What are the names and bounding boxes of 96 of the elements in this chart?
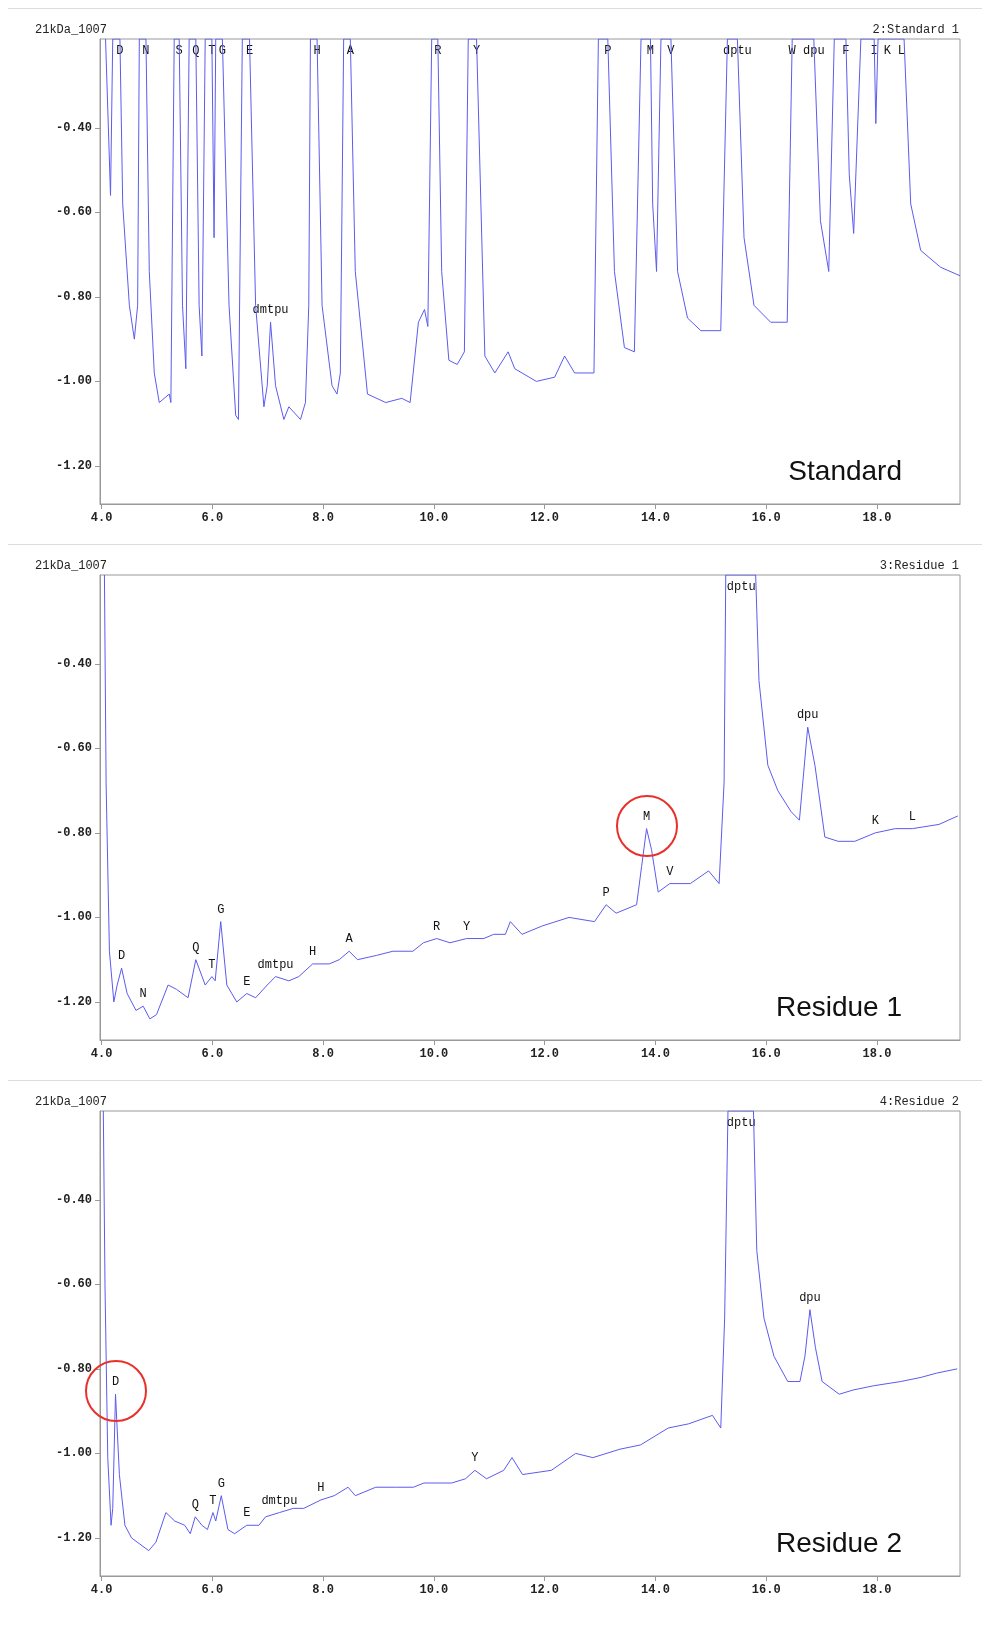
chart-title: 21kDa_1007 [35, 1095, 108, 1109]
x-tick-label: 12.0 [530, 1047, 560, 1061]
annotation: Y [471, 1451, 479, 1466]
x-tick-label: 12.0 [530, 1583, 560, 1597]
x-tick-label: 16.0 [751, 1583, 781, 1597]
line-series [103, 574, 959, 1020]
chart-title: 21kDa_1007 [35, 559, 108, 573]
x-tick-label: 4.0 [90, 511, 113, 525]
y-tick-label: -0.40 [55, 1192, 92, 1207]
annotation: H [309, 944, 317, 959]
annotation: R [433, 919, 441, 934]
annotation: M [642, 809, 651, 824]
annotation: P [602, 885, 610, 900]
x-tick-label: 18.0 [862, 1047, 892, 1061]
y-tick-label: -1.20 [55, 458, 92, 473]
annotation: K [883, 44, 892, 58]
annotation: W [788, 44, 797, 58]
chart-subtitle: 3:Residue 1 [879, 559, 960, 573]
x-tick-label: 18.0 [862, 511, 892, 525]
y-tick-label: -0.80 [55, 1361, 92, 1376]
annotation: dptu [722, 44, 752, 58]
annotation: Residue 2 [775, 1526, 903, 1558]
x-tick-label: 14.0 [641, 1583, 670, 1597]
y-tick-label: -1.20 [55, 994, 92, 1009]
y-tick-label: -1.20 [55, 1530, 92, 1545]
annotation: D [116, 44, 124, 58]
annotation: A [345, 932, 354, 947]
x-tick-label: 8.0 [312, 511, 334, 525]
annotation: N [142, 44, 150, 58]
x-tick-label: 6.0 [201, 1583, 224, 1597]
chart-subtitle: 4:Residue 2 [879, 1095, 960, 1109]
x-tick-label: 16.0 [751, 511, 781, 525]
x-tick-label: 8.0 [312, 1583, 334, 1597]
annotation: E [245, 44, 254, 58]
x-tick-label: 12.0 [530, 511, 560, 525]
x-tick-label: 16.0 [751, 1047, 781, 1061]
x-tick-label: 4.0 [90, 1583, 113, 1597]
y-tick-label: -0.40 [55, 120, 92, 135]
annotation: V [667, 44, 676, 58]
annotation: dpu [796, 708, 819, 723]
annotation: G [217, 902, 225, 917]
annotation: dpu [803, 44, 825, 58]
x-tick-label: 6.0 [201, 1047, 224, 1061]
annotation: V [666, 864, 675, 879]
x-tick-label: 6.0 [201, 511, 224, 525]
line-series [102, 1110, 958, 1552]
x-tick-label: 14.0 [641, 1047, 670, 1061]
annotation: D [118, 949, 126, 964]
annotation: E [243, 1506, 251, 1521]
annotation: H [317, 1480, 325, 1495]
y-tick-label: -0.60 [55, 1277, 92, 1292]
x-tick-label: 10.0 [419, 1047, 449, 1061]
annotation: Standard [788, 454, 902, 486]
annotation: T [208, 44, 216, 58]
annotation: K [871, 813, 880, 828]
annotation: N [139, 987, 147, 1002]
y-tick-label: -0.60 [55, 205, 92, 220]
annotation: Q [191, 1497, 199, 1512]
x-tick-label: 14.0 [641, 511, 670, 525]
x-tick-label: 4.0 [90, 1047, 113, 1061]
y-tick-label: -1.00 [55, 910, 92, 925]
y-tick-label: -0.60 [55, 741, 92, 756]
y-tick-label: -0.80 [55, 825, 92, 840]
annotation: T [209, 1493, 217, 1508]
annotation: dptu [726, 1116, 756, 1130]
annotation: dptu [726, 580, 756, 594]
annotation: Y [472, 44, 481, 58]
annotation: R [434, 44, 442, 58]
annotation: dmtpu [261, 1493, 298, 1508]
annotation: dmtpu [252, 303, 289, 318]
annotation: H [313, 44, 321, 58]
y-tick-label: -1.00 [55, 1446, 92, 1461]
x-tick-label: 10.0 [419, 1583, 449, 1597]
y-tick-label: -0.80 [55, 289, 92, 304]
annotation: F [842, 44, 850, 58]
x-tick-label: 10.0 [419, 511, 449, 525]
x-tick-label: 8.0 [312, 1047, 334, 1061]
annotation: G [218, 44, 226, 58]
annotation: Q [192, 940, 200, 955]
annotation: dmtpu [257, 957, 294, 972]
annotation: D [111, 1375, 120, 1390]
annotation: L [908, 809, 916, 824]
chart-subtitle: 2:Standard 1 [872, 23, 960, 37]
y-tick-label: -0.40 [55, 656, 92, 671]
annotation: G [217, 1476, 225, 1491]
line-series [105, 38, 961, 420]
annotation: dpu [799, 1290, 821, 1305]
y-tick-label: -1.00 [55, 374, 92, 389]
x-tick-label: 18.0 [862, 1583, 892, 1597]
annotation: Residue 1 [775, 990, 903, 1022]
chart-title: 21kDa_1007 [35, 23, 108, 37]
annotation: Q [192, 44, 200, 58]
annotation: E [243, 974, 251, 989]
annotation: Y [462, 919, 471, 934]
annotation: T [208, 957, 216, 972]
annotation: P [604, 44, 612, 58]
